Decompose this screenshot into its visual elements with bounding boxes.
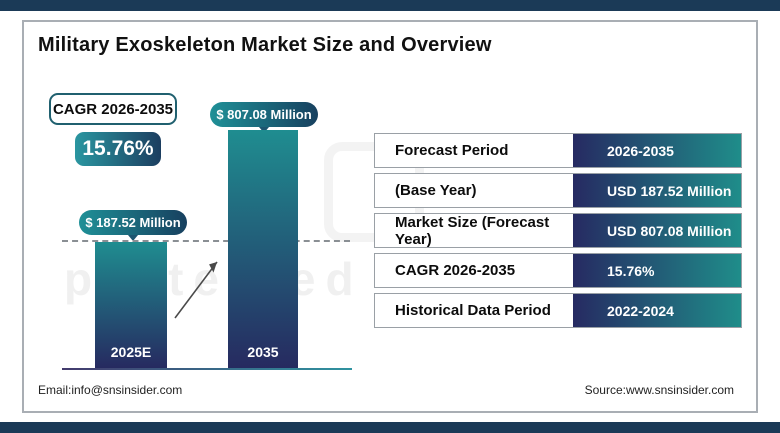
table-row-label: Historical Data Period xyxy=(395,302,551,319)
table-row-label: CAGR 2026-2035 xyxy=(395,262,516,279)
table-row: CAGR 2026-2035 15.76% xyxy=(374,253,742,288)
growth-arrow-icon xyxy=(174,261,218,319)
page-title: Military Exoskeleton Market Size and Ove… xyxy=(38,34,492,56)
cagr-period-label: CAGR 2026-2035 xyxy=(49,93,177,125)
bar-2035: 2035 xyxy=(228,130,298,368)
source-text: Source:www.snsinsider.com xyxy=(584,383,734,397)
table-row-value: USD 187.52 Million xyxy=(573,174,741,207)
bar-value-callout-2025: $ 187.52 Million xyxy=(79,210,187,241)
table-row-value: USD 807.08 Million xyxy=(573,214,741,247)
contact-email-text: Email:info@snsinsider.com xyxy=(38,383,183,397)
bar-value-label-2035: $ 807.08 Million xyxy=(216,107,312,122)
table-row-label: Market Size (Forecast Year) xyxy=(395,213,550,248)
table-row: Forecast Period 2026-2035 xyxy=(374,133,742,168)
table-row: Market Size (Forecast Year) USD 807.08 M… xyxy=(374,213,742,248)
summary-table: Forecast Period 2026-2035 (Base Year) US… xyxy=(374,133,742,328)
reference-dashed-line xyxy=(62,240,350,242)
table-row: (Base Year) USD 187.52 Million xyxy=(374,173,742,208)
top-border-strip xyxy=(0,0,780,11)
bottom-border-strip xyxy=(0,422,780,433)
table-row: Historical Data Period 2022-2024 xyxy=(374,293,742,328)
callout-pointer-icon xyxy=(128,235,138,241)
table-row-value: 15.76% xyxy=(573,254,741,287)
content-frame: protected Military Exoskeleton Market Si… xyxy=(22,20,758,413)
table-row-value: 2026-2035 xyxy=(573,134,741,167)
bar-category-label-2035: 2035 xyxy=(247,344,279,360)
cagr-value-badge: 15.76% xyxy=(75,132,161,166)
bar-value-label-2025: $ 187.52 Million xyxy=(85,215,181,230)
table-row-value: 2022-2024 xyxy=(573,294,741,327)
bar-value-callout-2035: $ 807.08 Million xyxy=(210,102,318,133)
bar-category-label-2025: 2025E xyxy=(110,344,152,360)
bar-2025: 2025E xyxy=(95,242,167,368)
table-row-label: Forecast Period xyxy=(395,142,509,159)
table-row-label: (Base Year) xyxy=(395,182,477,199)
x-axis-line xyxy=(62,368,352,370)
